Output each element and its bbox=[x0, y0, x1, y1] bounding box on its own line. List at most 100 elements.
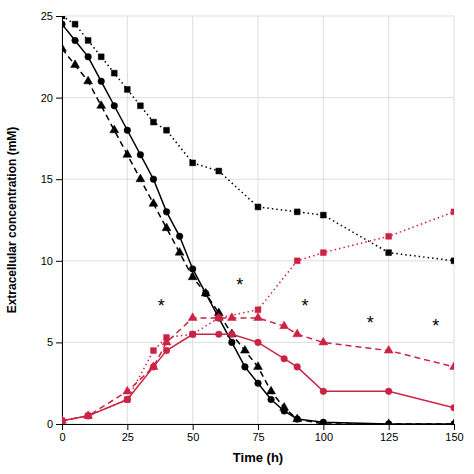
data-point bbox=[294, 258, 300, 264]
data-point bbox=[214, 313, 223, 321]
x-tick: 0 bbox=[59, 424, 65, 443]
x-tick-mark bbox=[454, 424, 455, 430]
series-markers bbox=[62, 16, 454, 264]
data-point bbox=[386, 250, 392, 256]
data-point bbox=[385, 388, 392, 395]
data-point bbox=[320, 250, 326, 256]
y-tick: 5 bbox=[47, 336, 62, 348]
series-line bbox=[62, 16, 454, 261]
x-tick-mark bbox=[323, 424, 324, 430]
y-tick: 10 bbox=[41, 255, 62, 267]
y-axis: 0 5 10 15 20 25 bbox=[41, 10, 63, 430]
data-point bbox=[72, 37, 79, 44]
data-point bbox=[188, 313, 197, 321]
grid bbox=[62, 16, 454, 424]
y-tick-label: 0 bbox=[47, 418, 53, 430]
data-point bbox=[319, 337, 328, 345]
grid-line-x bbox=[388, 16, 389, 424]
x-tick-label: 150 bbox=[445, 431, 463, 443]
x-tick-mark bbox=[127, 424, 128, 430]
data-point bbox=[216, 331, 223, 338]
data-point bbox=[188, 272, 197, 280]
series-markers bbox=[62, 44, 454, 424]
x-tick: 150 bbox=[445, 424, 463, 443]
x-tick-label: 75 bbox=[252, 431, 264, 443]
y-tick: 20 bbox=[41, 92, 62, 104]
data-point bbox=[124, 397, 130, 403]
data-point bbox=[189, 266, 196, 273]
data-point bbox=[384, 419, 393, 424]
data-point bbox=[162, 223, 171, 231]
annotation: * bbox=[432, 316, 439, 336]
data-point bbox=[124, 87, 130, 93]
data-point bbox=[229, 331, 236, 338]
grid-line-y bbox=[62, 260, 454, 261]
grid-line-y bbox=[62, 179, 454, 180]
data-point bbox=[201, 288, 210, 296]
y-tick-label: 15 bbox=[41, 173, 53, 185]
x-axis-title: Time (h) bbox=[233, 450, 283, 465]
grid-line-y bbox=[62, 97, 454, 98]
data-point bbox=[151, 348, 157, 354]
x-tick: 75 bbox=[252, 424, 264, 443]
data-point bbox=[110, 125, 119, 133]
data-point bbox=[280, 403, 289, 411]
y-tick-mark bbox=[56, 98, 62, 99]
y-axis-line bbox=[56, 17, 63, 425]
data-point bbox=[163, 209, 170, 216]
data-point bbox=[255, 204, 261, 210]
y-tick-label: 5 bbox=[47, 336, 53, 348]
data-point bbox=[451, 258, 454, 264]
data-point bbox=[281, 355, 288, 362]
x-tick-label: 25 bbox=[122, 431, 134, 443]
data-point bbox=[72, 21, 78, 27]
y-tick-label: 25 bbox=[41, 10, 53, 22]
data-point bbox=[62, 16, 65, 19]
plot-area bbox=[62, 16, 454, 424]
data-point bbox=[111, 102, 118, 109]
data-point bbox=[149, 362, 158, 370]
series-markers bbox=[62, 313, 454, 423]
grid-line-y bbox=[62, 16, 454, 17]
data-point bbox=[85, 413, 91, 419]
data-point bbox=[450, 419, 454, 424]
data-point bbox=[267, 386, 276, 394]
x-tick-label: 0 bbox=[59, 431, 65, 443]
data-point bbox=[98, 78, 105, 85]
data-point bbox=[124, 396, 131, 403]
grid-line-x bbox=[323, 16, 324, 424]
data-point bbox=[255, 307, 261, 313]
data-point bbox=[190, 331, 196, 337]
series-line bbox=[62, 24, 454, 424]
data-point bbox=[280, 321, 289, 329]
data-point bbox=[62, 21, 65, 28]
data-point bbox=[384, 345, 393, 353]
x-tick-label: 125 bbox=[380, 431, 398, 443]
x-tick: 25 bbox=[122, 424, 134, 443]
data-point bbox=[176, 233, 183, 240]
data-point bbox=[164, 335, 170, 341]
y-tick-mark bbox=[56, 342, 62, 343]
data-point bbox=[62, 44, 66, 52]
series-markers bbox=[62, 331, 454, 424]
series-line bbox=[62, 49, 454, 424]
data-point bbox=[124, 127, 131, 134]
data-point bbox=[85, 413, 92, 420]
data-point bbox=[319, 419, 328, 424]
data-point bbox=[175, 248, 184, 256]
series-line bbox=[62, 212, 454, 421]
data-point bbox=[97, 101, 106, 109]
data-point bbox=[450, 362, 454, 370]
x-axis-line bbox=[63, 425, 455, 431]
data-point bbox=[62, 417, 65, 424]
data-point bbox=[254, 313, 263, 321]
data-point bbox=[84, 411, 93, 419]
grid-line-x bbox=[192, 16, 193, 424]
data-point bbox=[123, 386, 132, 394]
data-point bbox=[320, 212, 326, 218]
data-point bbox=[189, 331, 196, 338]
annotations: ***** bbox=[158, 275, 439, 336]
y-axis-title: Extracellular concentration (mM) bbox=[5, 127, 19, 314]
y-tick-label: 20 bbox=[41, 92, 53, 104]
data-point bbox=[216, 315, 223, 322]
